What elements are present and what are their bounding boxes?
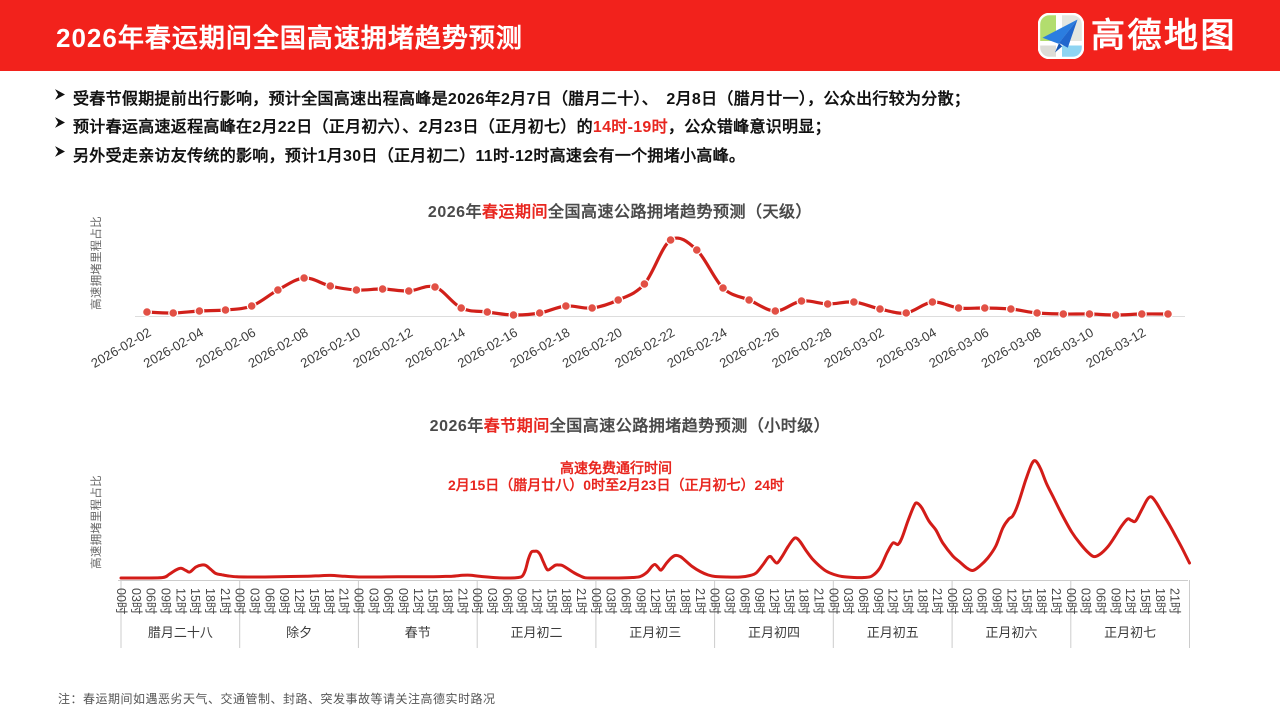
svg-text:15时: 15时 [663,588,677,615]
svg-text:06时: 06时 [619,588,633,615]
svg-text:18时: 18时 [203,588,217,615]
svg-text:21时: 21时 [693,588,707,615]
svg-text:06时: 06时 [975,588,989,615]
svg-text:06时: 06时 [381,588,395,615]
svg-text:00时: 00时 [589,588,603,615]
svg-text:00时: 00时 [826,588,840,615]
svg-text:12时: 12时 [173,588,187,615]
svg-text:春节: 春节 [405,625,431,640]
svg-text:正月初六: 正月初六 [985,625,1037,640]
svg-text:正月初五: 正月初五 [867,625,919,640]
svg-text:15时: 15时 [782,588,796,615]
svg-text:12时: 12时 [292,588,306,615]
svg-text:12时: 12时 [1123,588,1137,615]
svg-text:09时: 09时 [871,588,885,615]
svg-text:03时: 03时 [248,588,262,615]
svg-text:15时: 15时 [307,588,321,615]
svg-text:00时: 00时 [114,588,128,615]
svg-text:21时: 21时 [337,588,351,615]
svg-text:21时: 21时 [812,588,826,615]
svg-text:除夕: 除夕 [286,625,312,640]
svg-text:03时: 03时 [723,588,737,615]
svg-text:09时: 09时 [277,588,291,615]
svg-text:03时: 03时 [841,588,855,615]
svg-text:18时: 18时 [797,588,811,615]
svg-text:18时: 18时 [1034,588,1048,615]
svg-text:21时: 21时 [574,588,588,615]
svg-text:00时: 00时 [351,588,365,615]
svg-text:12时: 12时 [530,588,544,615]
svg-text:正月初七: 正月初七 [1104,625,1156,640]
svg-text:18时: 18时 [915,588,929,615]
svg-text:00时: 00时 [470,588,484,615]
svg-text:腊月二十八: 腊月二十八 [148,625,213,640]
svg-text:18时: 18时 [441,588,455,615]
svg-text:12时: 12时 [767,588,781,615]
svg-text:09时: 09时 [633,588,647,615]
svg-text:18时: 18时 [322,588,336,615]
svg-text:06时: 06时 [1094,588,1108,615]
svg-text:2026-03-12: 2026-03-12 [1083,325,1148,371]
svg-text:18时: 18时 [559,588,573,615]
svg-text:21时: 21时 [1049,588,1063,615]
svg-text:正月初四: 正月初四 [748,625,800,640]
svg-text:21时: 21时 [930,588,944,615]
svg-text:18时: 18时 [1153,588,1167,615]
svg-text:03时: 03时 [129,588,143,615]
svg-text:03时: 03时 [366,588,380,615]
svg-text:00时: 00时 [1064,588,1078,615]
svg-text:正月初三: 正月初三 [629,625,681,640]
svg-text:00时: 00时 [945,588,959,615]
svg-text:15时: 15时 [426,588,440,615]
svg-text:正月初二: 正月初二 [510,625,562,640]
svg-text:12时: 12时 [648,588,662,615]
svg-text:00时: 00时 [233,588,247,615]
svg-text:03时: 03时 [1079,588,1093,615]
svg-text:06时: 06时 [144,588,158,615]
svg-text:21时: 21时 [455,588,469,615]
svg-text:06时: 06时 [737,588,751,615]
svg-text:15时: 15时 [901,588,915,615]
svg-text:06时: 06时 [500,588,514,615]
svg-text:12时: 12时 [886,588,900,615]
svg-text:12时: 12时 [411,588,425,615]
svg-text:15时: 15时 [544,588,558,615]
svg-text:09时: 09时 [990,588,1004,615]
svg-text:06时: 06时 [262,588,276,615]
svg-text:03时: 03时 [960,588,974,615]
svg-text:09时: 09时 [396,588,410,615]
svg-text:12时: 12时 [1004,588,1018,615]
svg-text:09时: 09时 [515,588,529,615]
svg-text:03时: 03时 [485,588,499,615]
svg-text:15时: 15时 [188,588,202,615]
svg-text:06时: 06时 [856,588,870,615]
svg-text:09时: 09时 [752,588,766,615]
svg-text:18时: 18时 [678,588,692,615]
svg-text:21时: 21时 [1168,588,1182,615]
svg-text:09时: 09时 [159,588,173,615]
svg-text:15时: 15时 [1138,588,1152,615]
svg-text:09时: 09时 [1108,588,1122,615]
svg-text:15时: 15时 [1019,588,1033,615]
svg-text:21时: 21时 [218,588,232,615]
svg-text:03时: 03时 [604,588,618,615]
svg-text:00时: 00时 [708,588,722,615]
